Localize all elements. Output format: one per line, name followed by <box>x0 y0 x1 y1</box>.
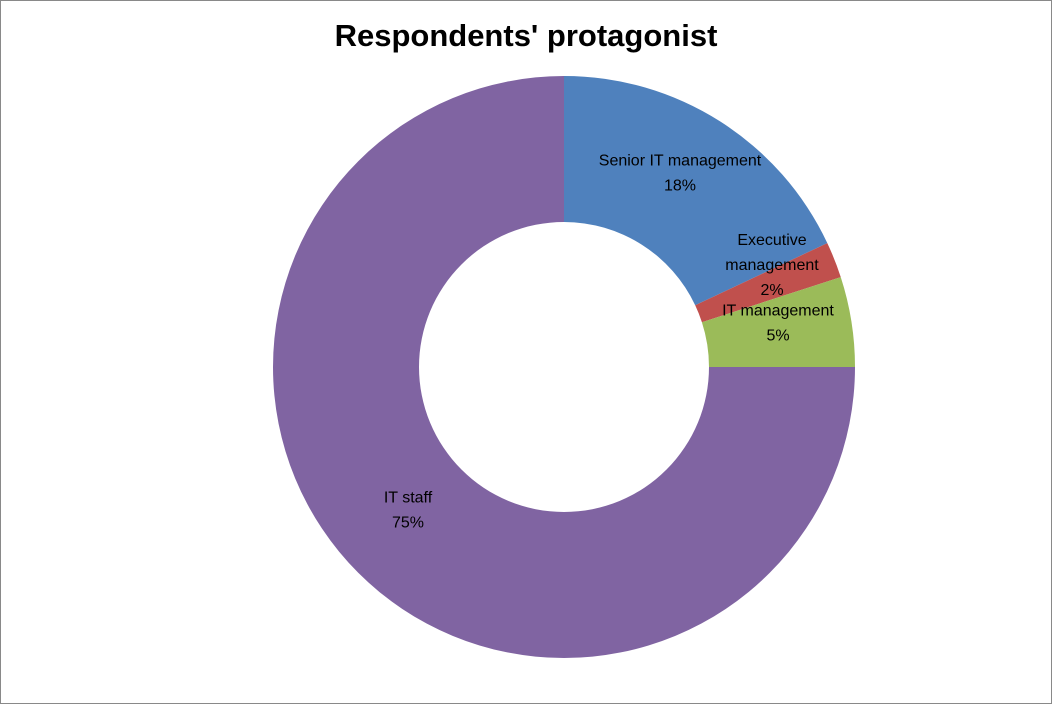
slice-it-staff <box>273 76 855 658</box>
slice-it-management <box>701 277 856 367</box>
chart-title: Respondents' protagonist <box>334 18 718 53</box>
slice-senior-it-management <box>564 76 828 306</box>
data-label-it-staff: IT staff 75% <box>384 490 433 532</box>
data-label-senior-it-management: Senior IT management 18% <box>599 153 762 195</box>
slice-executive-management <box>695 243 841 323</box>
data-label-executive-management: Executive management 2% <box>725 232 819 299</box>
data-label-it-management: IT management 5% <box>722 303 834 345</box>
